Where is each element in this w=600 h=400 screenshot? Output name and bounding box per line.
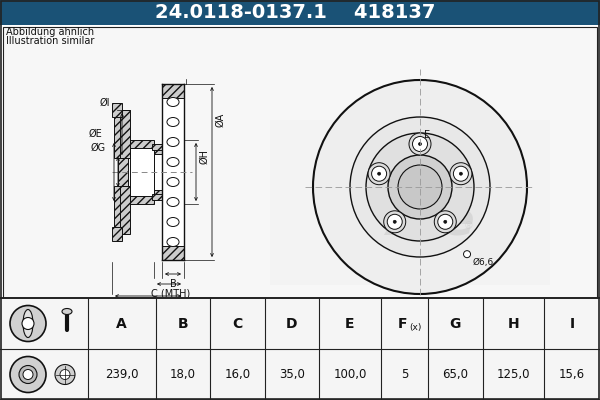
Circle shape [464, 251, 470, 258]
Text: F: F [398, 316, 407, 330]
Circle shape [22, 318, 34, 330]
Circle shape [438, 214, 453, 229]
Bar [112, 103, 122, 117]
Bar [154, 190, 162, 198]
Text: C: C [232, 316, 242, 330]
Text: 65,0: 65,0 [442, 368, 469, 381]
Bar [3, 27, 597, 298]
Bar [162, 246, 184, 260]
Text: H: H [508, 316, 519, 330]
Bar [130, 196, 154, 204]
Circle shape [460, 172, 463, 175]
Ellipse shape [167, 238, 179, 246]
Circle shape [384, 211, 406, 233]
Text: 5: 5 [401, 368, 408, 381]
Bar [152, 194, 162, 200]
Circle shape [60, 370, 70, 380]
Bar [154, 146, 162, 154]
Bar [154, 154, 162, 190]
Text: 239,0: 239,0 [105, 368, 139, 381]
Text: 24.0118-0137.1    418137: 24.0118-0137.1 418137 [155, 3, 435, 22]
Text: Abbildung ähnlich: Abbildung ähnlich [6, 27, 94, 37]
Circle shape [366, 133, 474, 241]
Circle shape [313, 80, 527, 294]
Circle shape [398, 165, 442, 209]
Circle shape [19, 366, 37, 384]
Circle shape [419, 142, 421, 146]
Circle shape [393, 220, 396, 223]
Bar [162, 98, 184, 246]
Ellipse shape [167, 118, 179, 126]
Text: B: B [178, 316, 188, 330]
Text: Ø6,6: Ø6,6 [473, 258, 494, 267]
Bar [116, 186, 130, 234]
Circle shape [413, 136, 427, 152]
Text: D: D [144, 301, 152, 311]
Circle shape [388, 155, 452, 219]
Text: A: A [116, 316, 127, 330]
Ellipse shape [167, 198, 179, 206]
Text: I: I [569, 316, 575, 330]
Text: E: E [424, 130, 430, 140]
Text: 125,0: 125,0 [497, 368, 530, 381]
Text: G: G [450, 316, 461, 330]
Circle shape [55, 364, 75, 384]
Ellipse shape [167, 138, 179, 146]
Circle shape [23, 370, 33, 380]
Text: ØI: ØI [100, 98, 110, 108]
Bar [118, 158, 128, 186]
Ellipse shape [23, 310, 33, 338]
Bar [112, 227, 122, 241]
Text: D: D [286, 316, 298, 330]
Text: 18,0: 18,0 [170, 368, 196, 381]
Ellipse shape [167, 158, 179, 166]
Circle shape [10, 306, 46, 342]
Bar [130, 148, 154, 196]
Circle shape [434, 211, 456, 233]
Text: ØH: ØH [199, 148, 209, 164]
Circle shape [387, 214, 402, 229]
Bar [0, 0, 600, 25]
Text: B: B [170, 279, 176, 289]
Text: ØE: ØE [88, 129, 102, 139]
Ellipse shape [167, 218, 179, 226]
Bar [130, 140, 154, 148]
Text: (x): (x) [409, 323, 422, 332]
Text: E: E [345, 316, 355, 330]
Bar [114, 186, 120, 227]
Text: Illustration similar: Illustration similar [6, 36, 94, 46]
Ellipse shape [167, 98, 179, 106]
Text: 100,0: 100,0 [333, 368, 367, 381]
Text: ØG: ØG [91, 143, 106, 153]
Circle shape [371, 166, 386, 181]
Text: ®: ® [464, 221, 474, 231]
Text: 15,6: 15,6 [559, 368, 585, 381]
Text: ØA: ØA [215, 113, 225, 127]
Circle shape [409, 133, 431, 155]
Circle shape [377, 172, 380, 175]
Ellipse shape [167, 178, 179, 186]
Bar [162, 84, 184, 98]
Circle shape [350, 117, 490, 257]
Circle shape [368, 163, 390, 185]
Text: 16,0: 16,0 [224, 368, 250, 381]
Circle shape [450, 163, 472, 185]
Bar [0, 298, 600, 400]
Bar [114, 117, 120, 158]
Circle shape [454, 166, 469, 181]
Circle shape [444, 220, 447, 223]
Circle shape [10, 356, 46, 392]
Bar [152, 144, 162, 150]
Text: C (MTH): C (MTH) [151, 289, 191, 299]
Text: Ate: Ate [386, 200, 475, 244]
Bar [116, 110, 130, 158]
Text: 35,0: 35,0 [279, 368, 305, 381]
Ellipse shape [62, 308, 72, 314]
Bar [270, 120, 550, 285]
